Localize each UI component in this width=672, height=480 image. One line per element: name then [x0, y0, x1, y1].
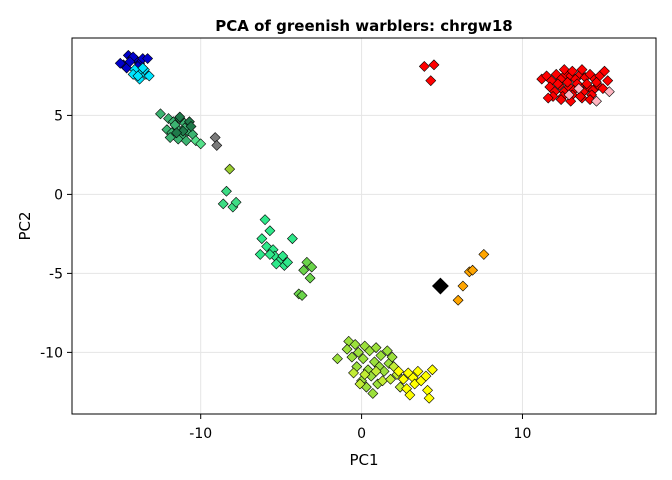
scatter-point — [418, 61, 430, 72]
scatter-point — [357, 353, 369, 365]
scatter-point — [404, 389, 416, 401]
scatter-point — [385, 373, 396, 385]
scatter-point — [457, 280, 469, 292]
x-tick-label: 10 — [514, 426, 532, 442]
scatter-point — [174, 111, 186, 123]
scatter-point — [277, 250, 289, 262]
y-axis-label: PC2 — [16, 211, 34, 240]
scatter-point — [171, 127, 182, 139]
y-tick-label: -5 — [49, 266, 63, 282]
scatter-point — [282, 256, 294, 268]
scatter-point — [256, 233, 268, 245]
scatter-point — [397, 373, 409, 385]
scatter-point — [386, 351, 398, 363]
scatter-point — [562, 76, 573, 88]
scatter-point — [574, 91, 586, 102]
scatter-point — [591, 76, 602, 88]
scatter-point — [591, 95, 602, 107]
scatter-point — [573, 83, 585, 94]
scatter-point — [370, 342, 382, 354]
scatter-point — [354, 378, 366, 390]
scatter-point — [177, 125, 189, 137]
scatter-point — [180, 135, 192, 147]
scatter-point — [195, 138, 207, 150]
scatter-point — [298, 264, 310, 276]
scatter-point — [422, 384, 433, 396]
plot-frame — [71, 37, 657, 415]
scatter-point — [346, 351, 358, 363]
x-tick-label: 0 — [357, 426, 366, 442]
scatter-point — [341, 343, 353, 355]
scatter-point — [114, 57, 126, 69]
scatter-point — [264, 249, 276, 260]
scatter-point — [264, 225, 276, 237]
scatter-point — [124, 56, 136, 68]
x-axis-label: PC1 — [349, 451, 378, 469]
scatter-point — [221, 185, 232, 197]
scatter-point — [555, 94, 567, 106]
scatter-point — [426, 364, 438, 376]
scatter-point — [603, 86, 615, 98]
scatter-point — [143, 70, 155, 82]
scatter-point — [581, 78, 593, 90]
scatter-point — [576, 64, 588, 76]
scatter-point — [304, 272, 316, 284]
scatter-point — [584, 94, 596, 106]
scatter-point — [254, 249, 266, 260]
scatter-point — [137, 62, 149, 74]
y-tick-label: 0 — [54, 187, 63, 203]
y-tick-label: -10 — [40, 345, 63, 361]
scatter-point — [467, 264, 479, 276]
scatter-point — [367, 388, 379, 399]
scatter-point — [552, 78, 564, 90]
scatter-point — [359, 369, 371, 380]
scatter-point — [230, 196, 242, 208]
scatter-point — [370, 365, 382, 377]
scatter-point — [425, 75, 437, 87]
x-tick-label: -10 — [189, 426, 212, 442]
scatter-point — [378, 365, 390, 377]
scatter-point — [209, 132, 221, 143]
scatter-point — [431, 277, 449, 295]
axis-ticks: -10 0 10 -10 -5 0 5 — [40, 108, 531, 442]
scatter-point — [478, 249, 490, 260]
scatter-point — [348, 367, 359, 379]
scatter-point — [190, 135, 202, 147]
scatter-point — [164, 132, 176, 143]
scatter-point — [296, 290, 308, 301]
scatter-point — [185, 121, 197, 132]
scatter-point — [349, 339, 361, 350]
scatter-point — [412, 365, 424, 377]
data-points — [114, 49, 615, 404]
scatter-point — [566, 65, 578, 77]
scatter-point — [542, 92, 554, 104]
scatter-point — [224, 163, 236, 175]
scatter-point — [452, 294, 464, 306]
scatter-point — [393, 365, 405, 377]
scatter-point — [381, 345, 393, 357]
scatter-point — [217, 198, 229, 210]
scatter-point — [306, 261, 318, 273]
y-tick-label: 5 — [54, 108, 63, 124]
scatter-point — [563, 89, 575, 101]
scatter-point — [332, 353, 343, 365]
scatter-point — [428, 59, 440, 71]
scatter-point — [261, 241, 273, 252]
scatter-point — [270, 258, 282, 270]
scatter-point — [155, 108, 166, 120]
scatter-point — [602, 75, 614, 87]
scatter-point — [259, 214, 271, 226]
scatter-point — [420, 370, 432, 382]
scatter-point — [423, 392, 435, 404]
scatter-point — [286, 233, 298, 245]
scatter-point — [599, 65, 610, 77]
scatter-point — [211, 140, 223, 151]
scatter-point — [132, 70, 144, 82]
scatter-point — [142, 53, 154, 64]
scatter-point — [375, 350, 387, 361]
chart-title: PCA of greenish warblers: chrgw18 — [215, 17, 512, 35]
scatter-point — [352, 346, 364, 358]
scatter-point — [558, 64, 570, 76]
